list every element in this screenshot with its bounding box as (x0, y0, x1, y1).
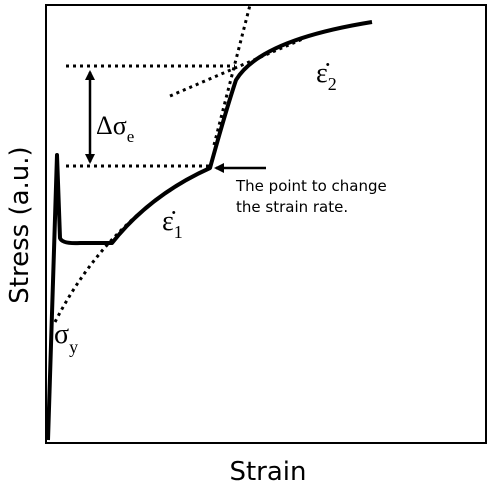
tangent-line (169, 36, 306, 98)
x-axis-label: Strain (229, 457, 306, 487)
y-axis-label: Stress (a.u.) (5, 146, 35, 303)
plot-frame (45, 4, 487, 444)
stress-strain-curve (46, 20, 373, 441)
annotation: The point to change (235, 177, 387, 195)
sigma-y-label: σy (54, 319, 78, 357)
epsilon-1-label: ε̇1 (162, 206, 183, 242)
tangent-line (212, 4, 252, 146)
epsilon-2-label: ε̇2 (316, 58, 337, 94)
annotation: the strain rate. (236, 198, 348, 216)
delta-sigma-label: Δσe (96, 111, 134, 146)
